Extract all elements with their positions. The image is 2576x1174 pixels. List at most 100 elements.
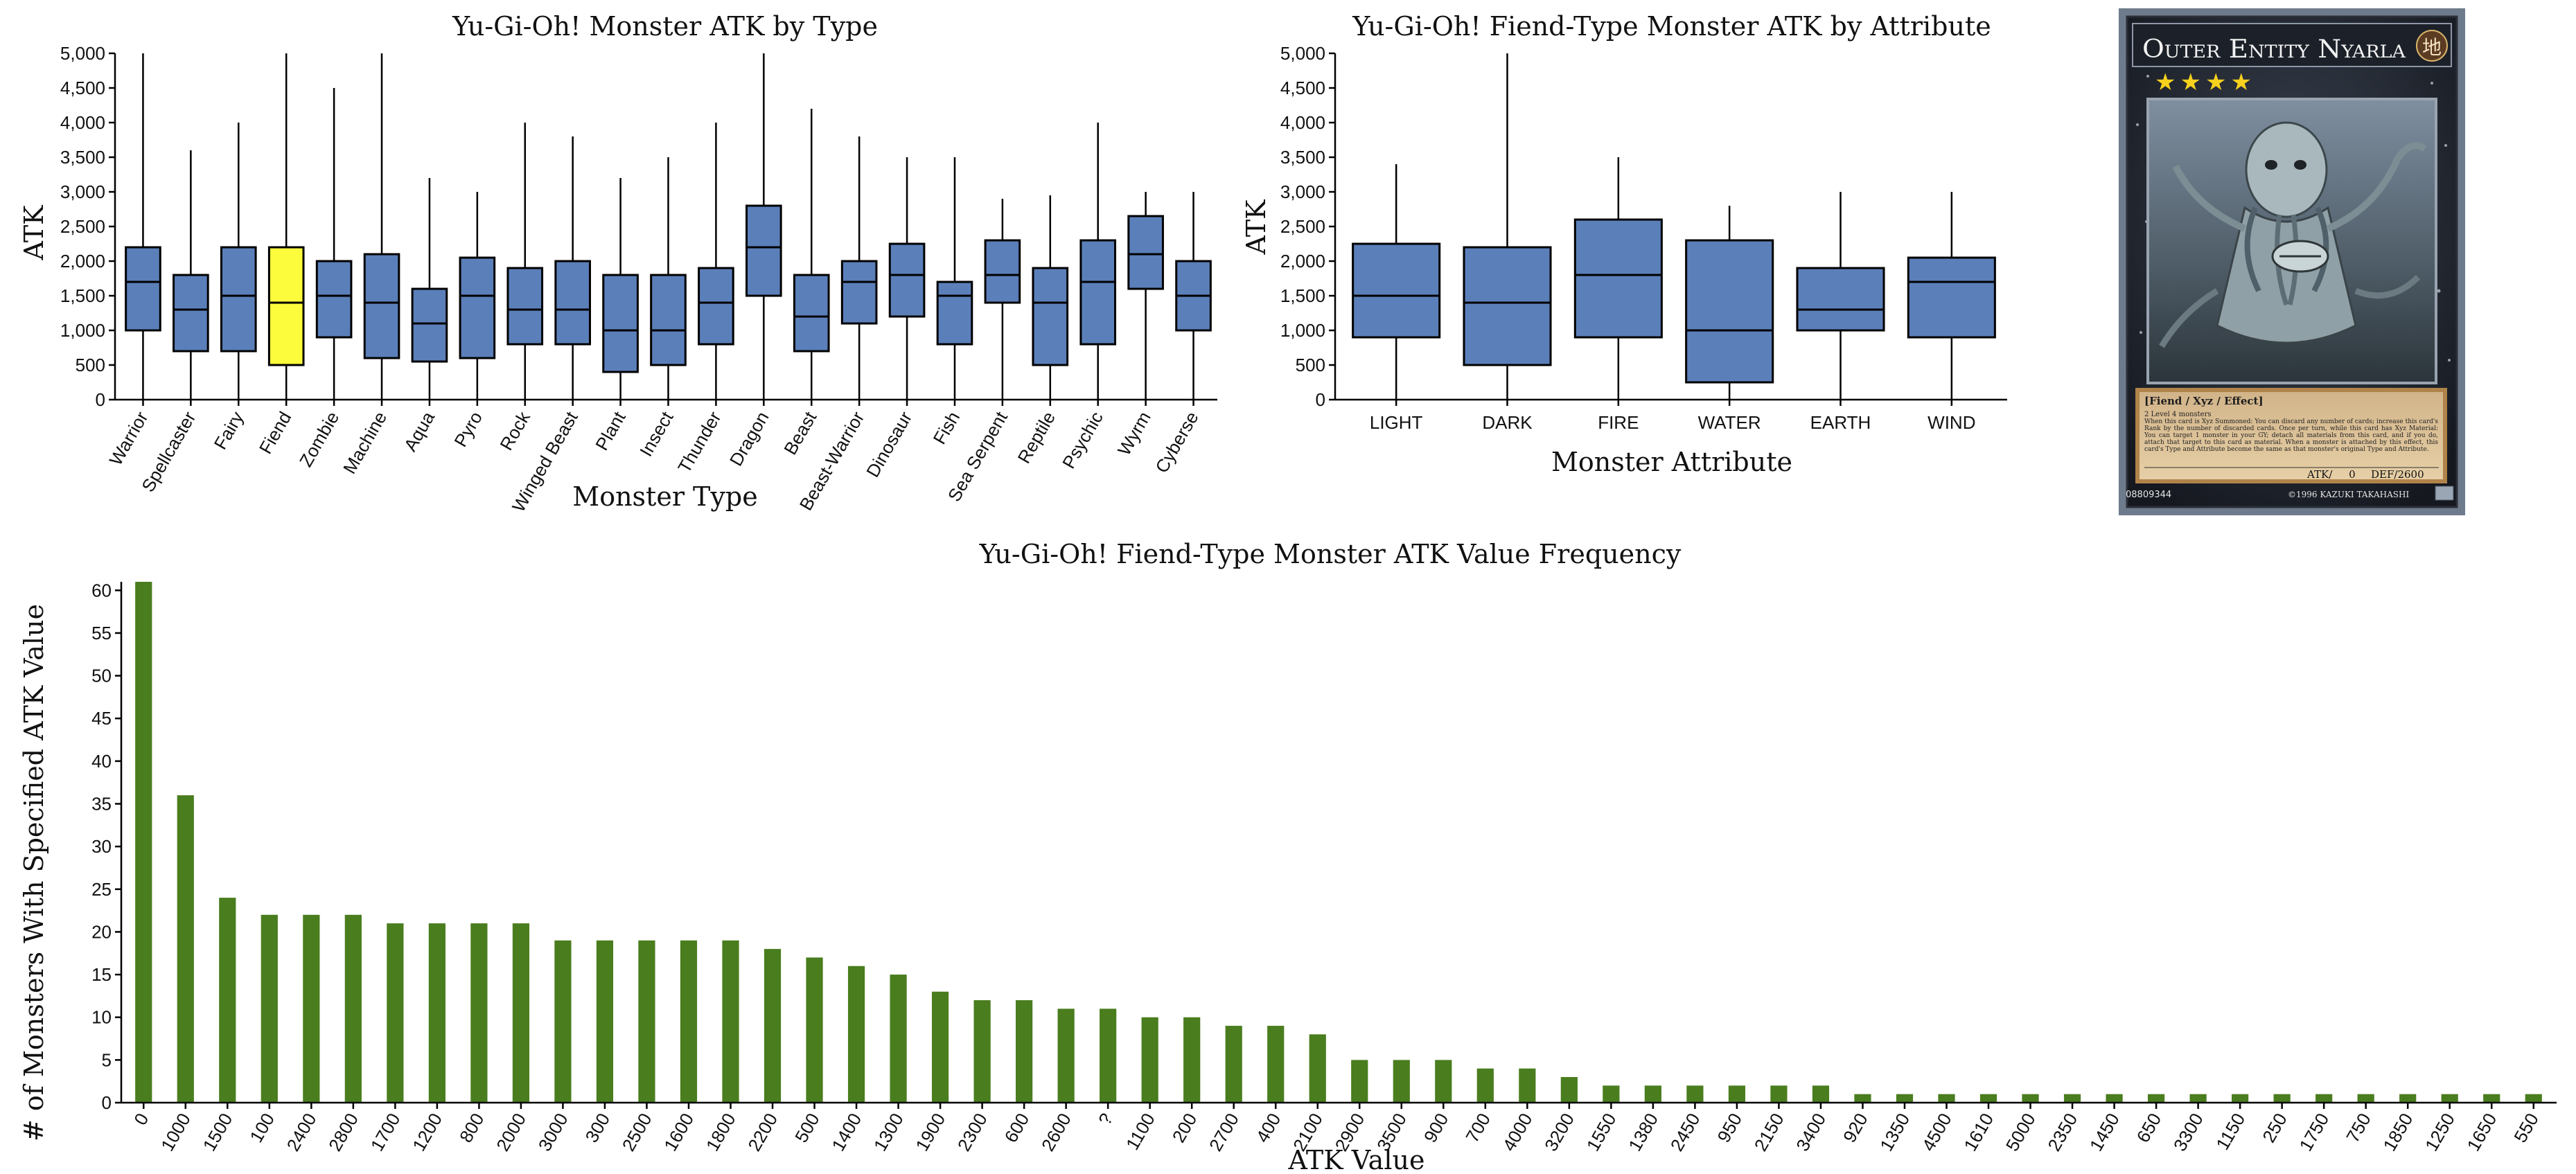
bar-atk-200: [1183, 1017, 1201, 1103]
x-tick-label: 1200: [408, 1110, 446, 1155]
fiend-atk-by-attribute-chart: Yu-Gi-Oh! Fiend-Type Monster ATK by Attr…: [1241, 11, 2007, 477]
box-zombie: [315, 260, 353, 339]
x-tick-label: 0: [130, 1110, 152, 1129]
fiend-atk-frequency-xlabel: ATK Value: [1288, 1145, 1425, 1174]
atk-by-type-title: Yu-Gi-Oh! Monster ATK by Type: [452, 11, 878, 42]
bar-atk-3400: [1812, 1085, 1830, 1103]
atk-by-type-ylabel: ATK: [19, 205, 49, 261]
bar-atk-2350: [2063, 1094, 2081, 1103]
x-tick-label: 2000: [492, 1110, 530, 1155]
x-tick-label: 550: [2509, 1110, 2543, 1146]
box-dinosaur: [888, 242, 926, 318]
y-tick-label: 3,000: [60, 181, 105, 202]
box-winged-beast: [554, 260, 591, 346]
x-tick-label: 3000: [534, 1110, 572, 1155]
x-tick-label: 2500: [618, 1110, 656, 1155]
bar-atk-1850: [2399, 1094, 2417, 1103]
y-tick-label: 2,500: [1280, 216, 1325, 237]
bar-atk-100: [261, 914, 278, 1103]
y-tick-label: 1,000: [60, 320, 105, 341]
x-tick-label: 2150: [1750, 1110, 1788, 1155]
atk-by-type-y-ticks: 0 500 1,000 1,500 2,000 2,500 3,000 3,500 4,000 4…: [60, 43, 115, 410]
x-tick-label: 5000: [2002, 1110, 2040, 1155]
x-tick-label: 2200: [743, 1110, 782, 1155]
x-tick-label: 3400: [1792, 1110, 1830, 1155]
bar-atk-1300: [890, 975, 907, 1103]
card-copyright: ©1996 KAZUKI TAKAHASHI: [2288, 490, 2409, 499]
x-tick-label: Warrior: [105, 408, 152, 469]
x-tick-label: 300: [581, 1110, 614, 1146]
x-tick-label: Plant: [591, 407, 630, 454]
box-beast: [793, 274, 830, 353]
x-tick-label: 2600: [1037, 1110, 1075, 1155]
y-tick-label: 1,000: [1280, 320, 1325, 341]
bar-atk-1500: [219, 898, 236, 1103]
box-dragon: [746, 204, 782, 297]
y-tick-label: 3,500: [1280, 147, 1325, 168]
bar-atk-1550: [1603, 1085, 1620, 1103]
x-tick-label: Pyro: [450, 408, 486, 450]
fiend-atk-frequency-x-ticks: 0 1000 1500 100 2400 2800 1700 1200 800 2000 3000 3…: [130, 1103, 2543, 1155]
bar-atk-2400: [303, 914, 320, 1103]
x-tick-label: Dragon: [725, 408, 773, 470]
fiend-atk-frequency-chart: Yu-Gi-Oh! Fiend-Type Monster ATK Value F…: [19, 539, 2557, 1174]
bar-atk-600: [1016, 1000, 1033, 1103]
x-tick-label: 1850: [2379, 1110, 2417, 1155]
y-tick-label: 40: [91, 751, 112, 772]
bar-atk-650: [2147, 1094, 2165, 1103]
y-tick-label: 4,500: [1280, 78, 1325, 98]
x-tick-label: EARTH: [1810, 412, 1871, 433]
x-tick-label: Fiend: [255, 408, 296, 457]
x-tick-label: Wyrm: [1113, 408, 1155, 459]
x-tick-label: 2400: [283, 1110, 321, 1155]
bar-atk-2200: [764, 949, 782, 1103]
bar-atk-800: [470, 923, 488, 1103]
bar-atk-1900: [931, 991, 949, 1103]
x-tick-label: 1500: [199, 1110, 237, 1155]
x-tick-label: 100: [245, 1110, 279, 1146]
box-rock: [506, 267, 544, 346]
bar-atk-1400: [847, 966, 865, 1103]
x-tick-label: Dinosaur: [862, 408, 916, 481]
x-tick-label: Machine: [339, 408, 391, 477]
x-tick-label: Aqua: [400, 408, 439, 455]
bar-atk-950: [1728, 1085, 1746, 1103]
x-tick-label: 1600: [660, 1110, 698, 1155]
x-tick-label: Rock: [495, 407, 534, 454]
atk-by-type-boxes: [125, 53, 1212, 400]
atk-by-type-chart: Yu-Gi-Oh! Monster ATK by Type ATK Monste…: [19, 11, 1217, 515]
bar-atk-2600: [1057, 1008, 1075, 1103]
x-tick-label: 1750: [2295, 1110, 2333, 1155]
box-light: [1352, 242, 1441, 339]
card-atk: ATK/ 0: [2306, 468, 2356, 481]
bar-atk-920: [1854, 1094, 1871, 1103]
bar-atk-q: [1100, 1008, 1117, 1103]
bar-atk-3300: [2189, 1094, 2207, 1103]
fiend-atk-by-attribute-y-ticks: 0 500 1,000 1,500 2,000 2,500 3,000 3,500 4,000 4…: [1280, 43, 1335, 410]
x-tick-label: 1450: [2085, 1110, 2124, 1155]
x-tick-label: 500: [791, 1110, 824, 1146]
x-tick-label: 3200: [1540, 1110, 1578, 1155]
bar-atk-2100: [1309, 1034, 1326, 1103]
box-reptile: [1032, 267, 1069, 366]
y-tick-label: 10: [91, 1007, 112, 1028]
bar-atk-0: [135, 582, 152, 1103]
earth-attribute-icon: [2416, 30, 2448, 62]
card-type-line: [Fiend / Xyz / Effect]: [2144, 395, 2264, 407]
x-tick-label: 2450: [1666, 1110, 1704, 1155]
x-tick-label: 1800: [702, 1110, 740, 1155]
card-effect-container: When this card is Xyz Summoned: You can …: [2144, 418, 2438, 453]
x-tick-label: 2300: [953, 1110, 991, 1155]
bar-atk-1000: [177, 795, 194, 1103]
x-tick-label: 950: [1713, 1110, 1746, 1146]
box-warrior: [125, 246, 161, 332]
box-beast-warrior: [840, 260, 878, 325]
fiend-atk-by-attribute-ylabel: ATK: [1241, 199, 1271, 256]
y-tick-label: 2,000: [1280, 251, 1325, 272]
x-tick-label: 1150: [2212, 1110, 2249, 1153]
x-tick-label: LIGHT: [1370, 412, 1423, 433]
x-tick-label: FIRE: [1598, 412, 1639, 433]
bar-atk-1750: [2315, 1094, 2333, 1103]
y-tick-label: 4,000: [60, 112, 105, 133]
card-serial: 08809344: [2126, 490, 2171, 500]
